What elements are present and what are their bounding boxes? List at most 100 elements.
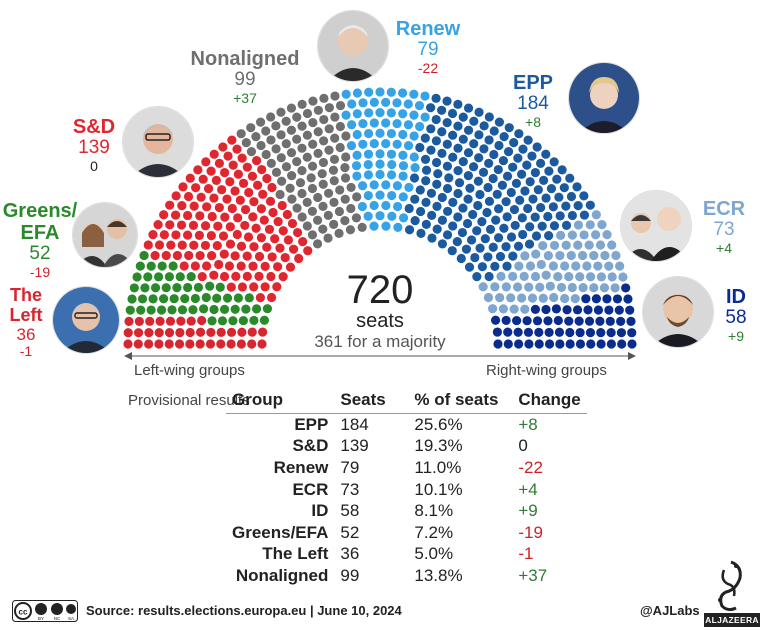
seat-the-left <box>124 316 134 327</box>
seat-nonaligned <box>302 152 312 162</box>
seat-ecr <box>567 230 578 240</box>
seat-id <box>604 305 614 315</box>
seat-epp <box>421 219 431 229</box>
seat-epp <box>477 262 487 272</box>
seat-s-d <box>294 253 304 264</box>
results-table: Group Seats % of seats Change EPP 184 25.6… <box>226 388 587 587</box>
seat-epp <box>442 183 453 194</box>
seat-s-d <box>159 230 169 240</box>
seat-s-d <box>225 222 235 232</box>
seat-greens-efa <box>188 305 198 315</box>
seat-epp <box>447 246 457 256</box>
seat-nonaligned <box>266 158 276 168</box>
seat-renew <box>381 118 391 128</box>
seat-s-d <box>161 250 171 261</box>
seat-epp <box>524 239 535 249</box>
seat-epp <box>579 191 589 201</box>
seat-epp <box>530 167 540 178</box>
seat-epp <box>437 127 447 137</box>
seat-epp <box>466 235 477 245</box>
seat-epp <box>432 224 442 234</box>
seat-renew <box>347 120 357 130</box>
seat-epp <box>462 218 473 229</box>
seat-the-left <box>216 327 226 337</box>
seat-epp <box>469 139 479 149</box>
seat-epp <box>543 211 553 222</box>
row-change: -1 <box>518 544 534 564</box>
row-pct: 19.3% <box>414 436 463 456</box>
row-group: Renew <box>273 457 329 477</box>
seat-renew <box>386 170 397 180</box>
seat-epp <box>431 136 441 146</box>
seat-id <box>575 339 586 349</box>
seat-nonaligned <box>357 222 367 232</box>
seat-greens-efa <box>177 305 188 315</box>
seat-greens-efa <box>251 304 262 314</box>
seat-nonaligned <box>306 173 316 183</box>
seat-ecr <box>595 240 606 250</box>
seat-the-left <box>175 327 185 338</box>
seat-the-left <box>195 327 206 337</box>
seat-s-d <box>266 271 276 282</box>
seat-epp <box>480 234 490 244</box>
label-renew-change: -22 <box>417 59 439 76</box>
seat-the-left <box>164 339 174 349</box>
seat-epp <box>478 167 489 177</box>
seat-greens-efa <box>207 316 217 326</box>
seat-s-d <box>228 160 238 170</box>
seat-nonaligned <box>323 210 333 220</box>
seat-s-d <box>172 250 183 261</box>
label-sd-seats: 139 <box>78 137 110 158</box>
seat-greens-efa <box>146 305 156 315</box>
seat-greens-efa <box>164 272 174 282</box>
seat-s-d <box>193 165 203 175</box>
seat-s-d <box>256 204 267 214</box>
seat-greens-efa <box>215 282 225 292</box>
seat-greens-efa <box>156 305 167 315</box>
seat-epp <box>503 147 514 157</box>
seat-id <box>565 339 575 349</box>
seat-ecr <box>618 272 628 282</box>
seat-renew <box>409 110 419 120</box>
seat-ecr <box>555 250 565 261</box>
seat-s-d <box>240 220 250 231</box>
seat-ecr <box>561 240 571 250</box>
seat-nonaligned <box>256 140 266 151</box>
seat-ecr <box>586 272 596 282</box>
seat-nonaligned <box>277 176 287 186</box>
seat-epp <box>483 252 493 262</box>
seat-renew <box>386 149 397 159</box>
seat-epp <box>477 217 487 227</box>
seat-s-d <box>235 195 245 205</box>
seat-nonaligned <box>346 182 356 193</box>
row-change: -19 <box>518 522 543 542</box>
seat-nonaligned <box>330 112 340 122</box>
seat-nonaligned <box>271 144 281 154</box>
seat-epp <box>499 132 509 142</box>
seat-epp <box>511 178 522 188</box>
seat-epp <box>415 185 425 195</box>
seat-epp <box>565 173 575 183</box>
seat-nonaligned <box>352 192 362 202</box>
seat-epp <box>461 244 472 254</box>
seat-ecr <box>506 293 516 303</box>
seat-ecr <box>535 282 545 292</box>
seat-epp <box>404 225 415 235</box>
seat-s-d <box>189 240 199 250</box>
seat-nonaligned <box>297 99 307 109</box>
seat-s-d <box>242 271 252 281</box>
seat-epp <box>566 191 577 202</box>
seat-s-d <box>272 282 282 292</box>
seat-id <box>593 305 604 315</box>
label-renew: Renew 79 -22 <box>386 18 470 76</box>
seat-s-d <box>258 189 268 199</box>
seat-renew <box>387 159 397 170</box>
table-row: Greens/EFA 52 7.2% -19 <box>226 522 587 544</box>
seat-epp <box>518 144 528 154</box>
seat-renew <box>363 211 373 221</box>
seat-s-d <box>282 209 292 220</box>
seat-ecr <box>483 292 494 303</box>
seat-the-left <box>186 316 196 326</box>
seat-epp <box>410 194 420 204</box>
